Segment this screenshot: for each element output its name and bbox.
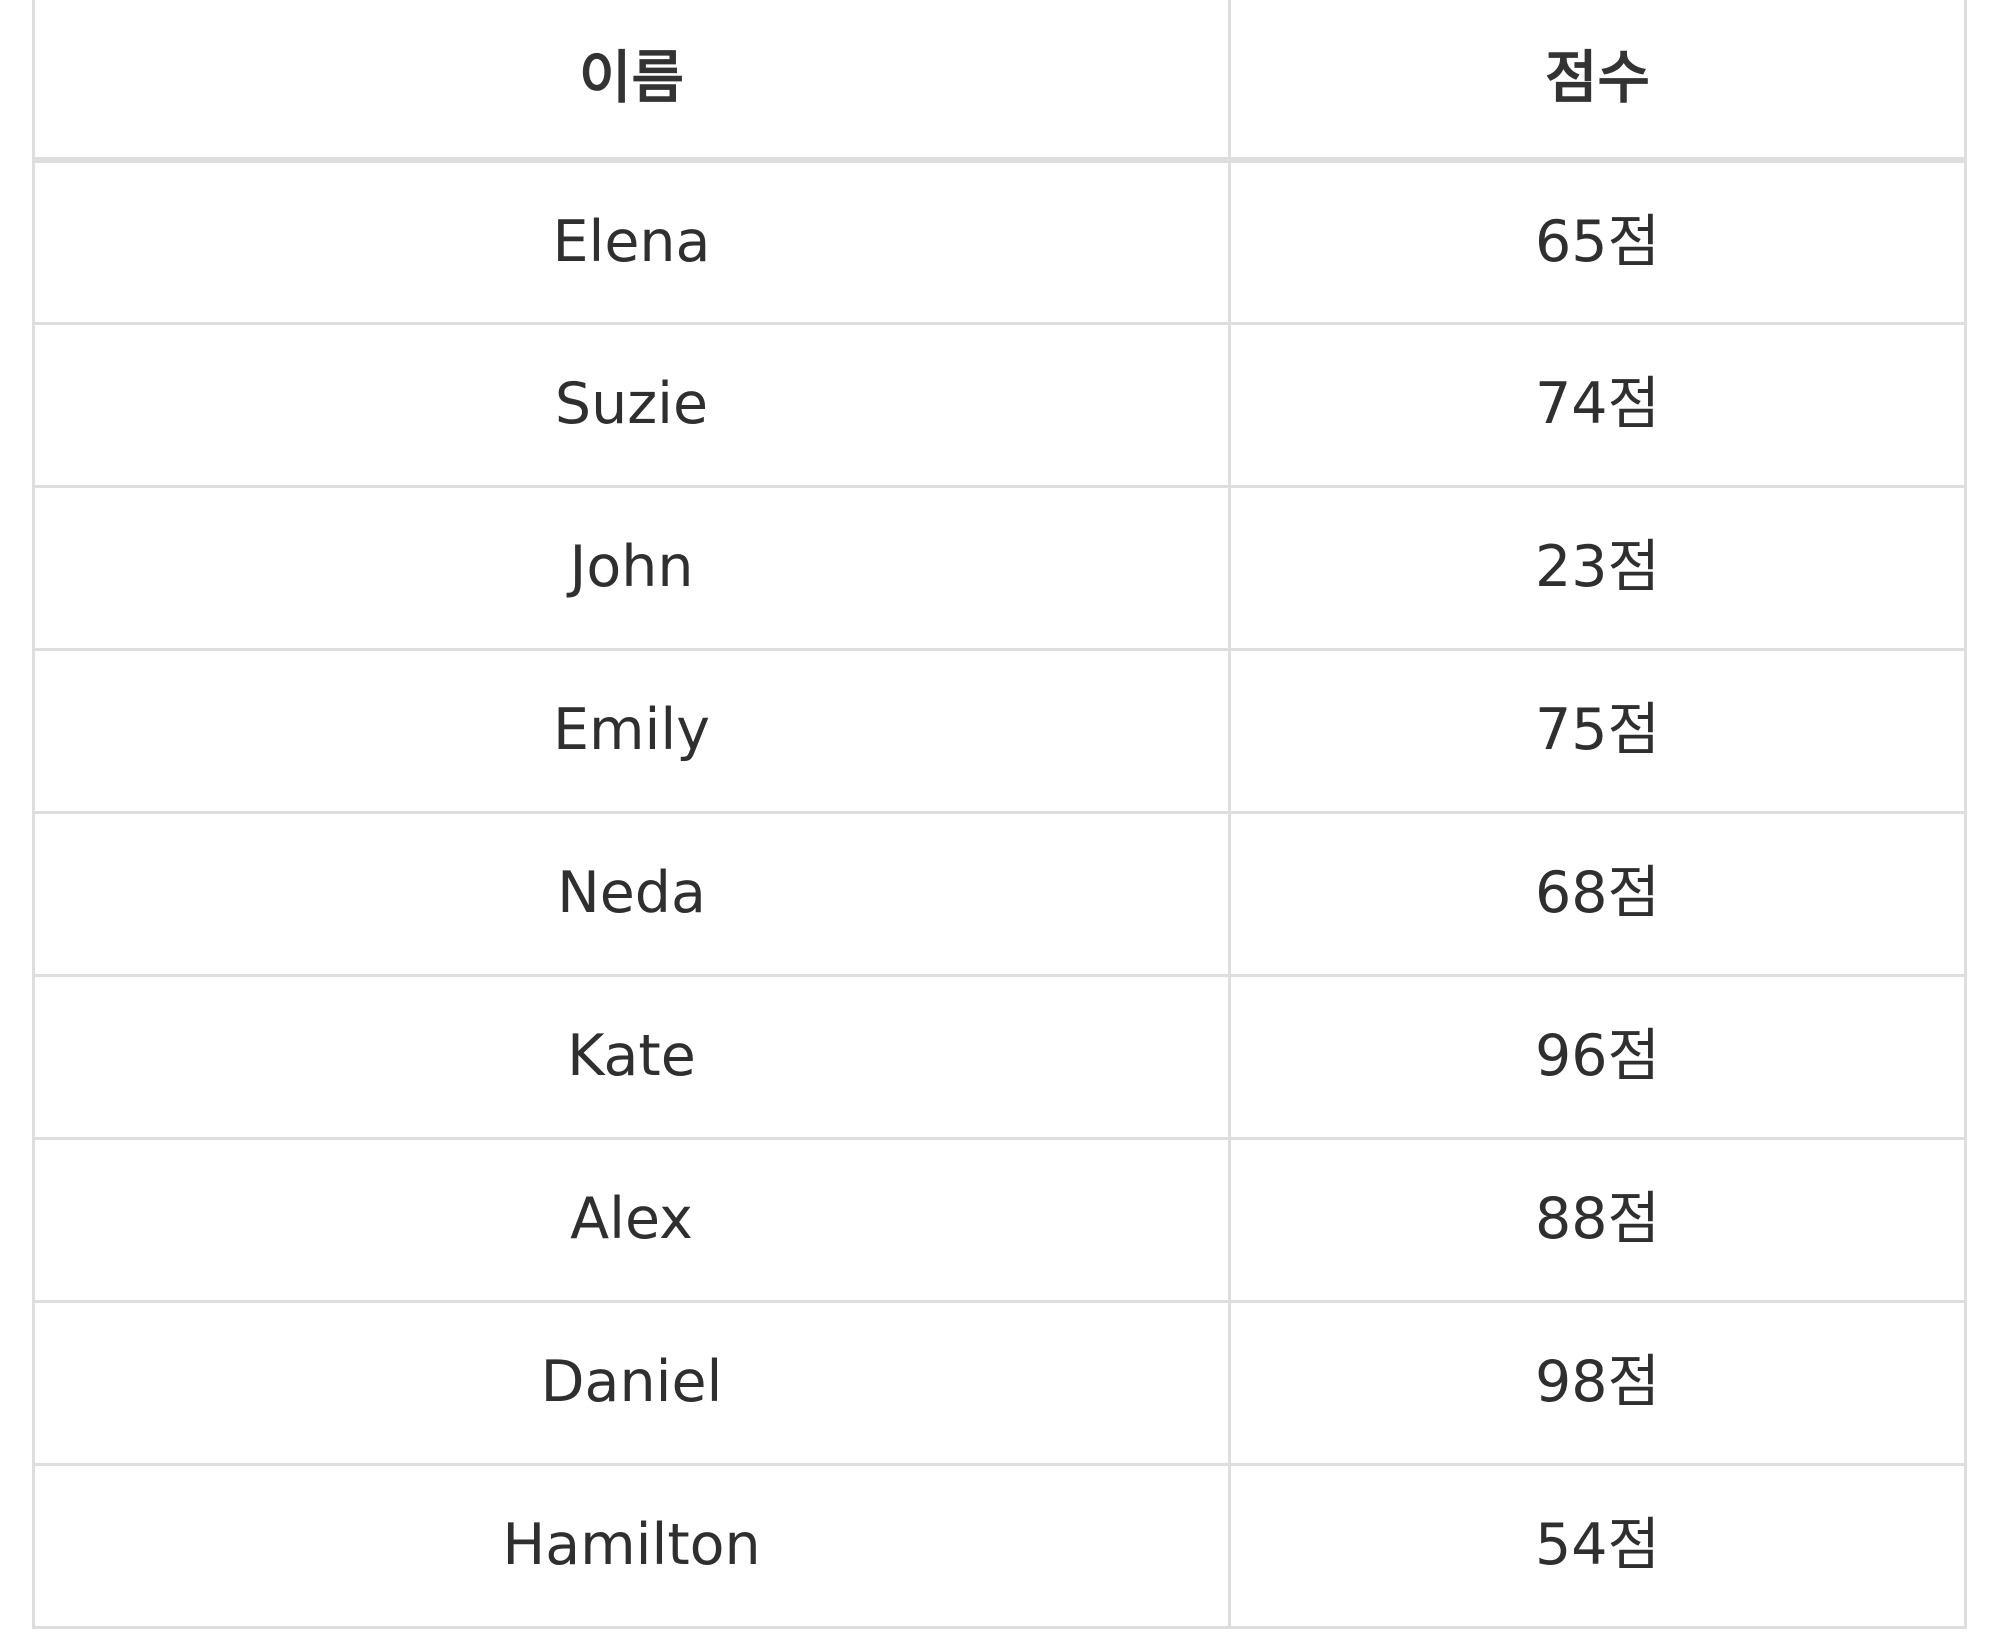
score-cell: 65점 (1230, 160, 1966, 323)
table-body: Elena 65점 Suzie 74점 John 23점 Emily 75점 N… (34, 160, 1966, 1627)
name-cell: Alex (34, 1138, 1230, 1301)
name-cell: Neda (34, 812, 1230, 975)
table-row: Elena 65점 (34, 160, 1966, 323)
name-cell: John (34, 486, 1230, 649)
score-table: 이름 점수 Elena 65점 Suzie 74점 John 23점 Emily… (32, 0, 1967, 1629)
header-name: 이름 (34, 0, 1230, 160)
name-cell: Hamilton (34, 1464, 1230, 1627)
table-row: Daniel 98점 (34, 1301, 1966, 1464)
score-cell: 54점 (1230, 1464, 1966, 1627)
table-row: Suzie 74점 (34, 323, 1966, 486)
name-cell: Elena (34, 160, 1230, 323)
name-cell: Kate (34, 975, 1230, 1138)
score-cell: 96점 (1230, 975, 1966, 1138)
score-cell: 68점 (1230, 812, 1966, 975)
name-cell: Daniel (34, 1301, 1230, 1464)
name-cell: Emily (34, 649, 1230, 812)
score-cell: 23점 (1230, 486, 1966, 649)
header-score: 점수 (1230, 0, 1966, 160)
table-row: Alex 88점 (34, 1138, 1966, 1301)
header-row: 이름 점수 (34, 0, 1966, 160)
score-table-container: 이름 점수 Elena 65점 Suzie 74점 John 23점 Emily… (32, 0, 1964, 1629)
table-row: Emily 75점 (34, 649, 1966, 812)
name-cell: Suzie (34, 323, 1230, 486)
table-row: Kate 96점 (34, 975, 1966, 1138)
score-cell: 88점 (1230, 1138, 1966, 1301)
table-row: John 23점 (34, 486, 1966, 649)
table-row: Neda 68점 (34, 812, 1966, 975)
table-row: Hamilton 54점 (34, 1464, 1966, 1627)
score-cell: 74점 (1230, 323, 1966, 486)
score-cell: 75점 (1230, 649, 1966, 812)
score-cell: 98점 (1230, 1301, 1966, 1464)
table-header: 이름 점수 (34, 0, 1966, 160)
